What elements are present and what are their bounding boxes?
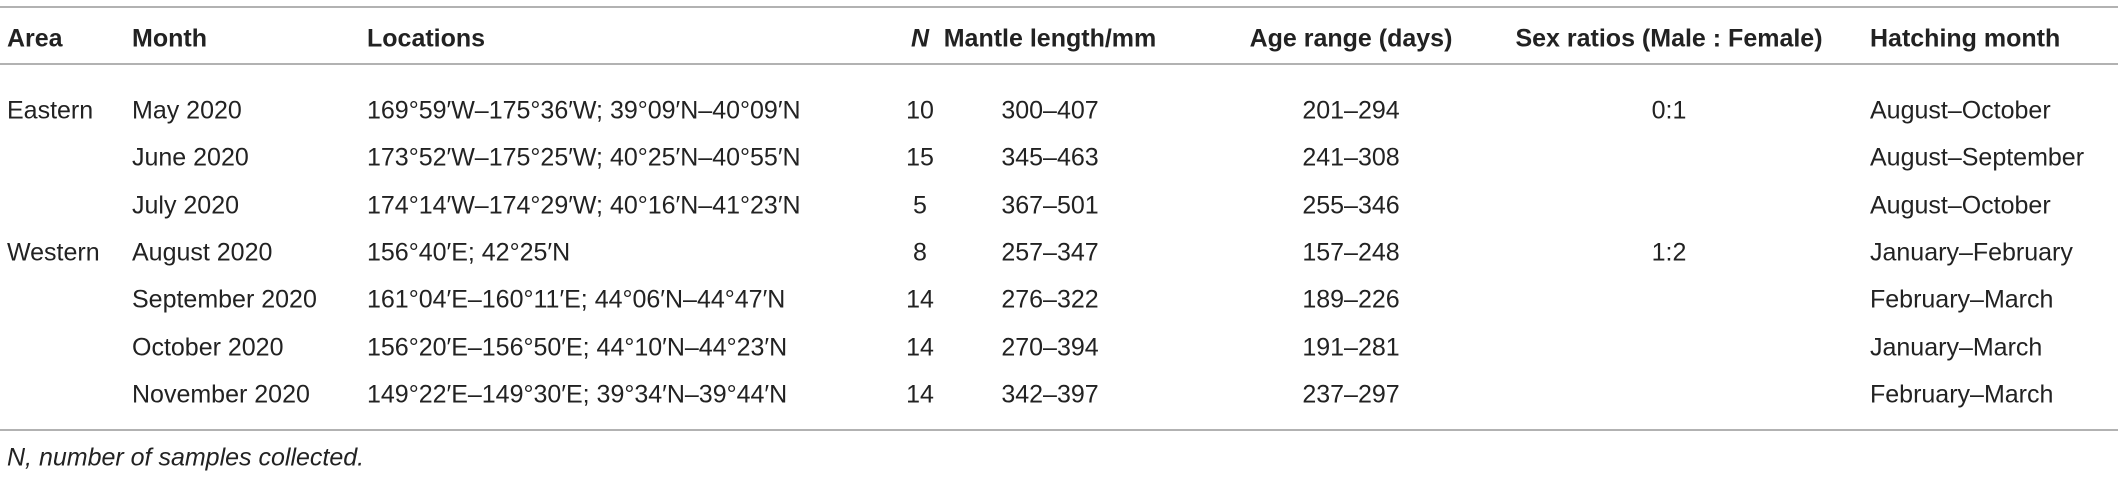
n-cell: 14 — [906, 286, 934, 314]
age-range-cell: 241–308 — [1302, 144, 1399, 172]
n-cell: 8 — [913, 239, 927, 267]
mantle-length-cell: 345–463 — [1001, 144, 1098, 172]
header-cell: Month — [132, 25, 207, 53]
header-cell: Hatching month — [1870, 25, 2060, 53]
month-cell: November 2020 — [132, 381, 310, 409]
sex-ratio-cell: 0:1 — [1652, 97, 1687, 125]
month-cell: June 2020 — [132, 144, 249, 172]
sex-ratio-cell: 1:2 — [1652, 239, 1687, 267]
age-range-cell: 255–346 — [1302, 192, 1399, 220]
month-cell: September 2020 — [132, 286, 317, 314]
mantle-length-cell: 276–322 — [1001, 286, 1098, 314]
hatching-month-cell: January–February — [1870, 239, 2073, 267]
age-range-cell: 237–297 — [1302, 381, 1399, 409]
locations-cell: 156°20′E–156°50′E; 44°10′N–44°23′N — [367, 334, 787, 362]
hatching-month-cell: August–September — [1870, 144, 2084, 172]
hatching-month-cell: August–October — [1870, 192, 2051, 220]
month-cell: July 2020 — [132, 192, 239, 220]
mantle-length-cell: 257–347 — [1001, 239, 1098, 267]
hatching-month-cell: January–March — [1870, 334, 2042, 362]
header-cell: Sex ratios (Male : Female) — [1515, 25, 1822, 53]
area-cell: Eastern — [7, 97, 93, 125]
age-range-cell: 189–226 — [1302, 286, 1399, 314]
month-cell: August 2020 — [132, 239, 272, 267]
month-cell: May 2020 — [132, 97, 242, 125]
header-cell: Mantle length/mm — [944, 25, 1157, 53]
age-range-cell: 201–294 — [1302, 97, 1399, 125]
n-cell: 15 — [906, 144, 934, 172]
locations-cell: 161°04′E–160°11′E; 44°06′N–44°47′N — [367, 286, 785, 314]
mantle-length-cell: 300–407 — [1001, 97, 1098, 125]
age-range-cell: 157–248 — [1302, 239, 1399, 267]
locations-cell: 156°40′E; 42°25′N — [367, 239, 570, 267]
n-cell: 14 — [906, 334, 934, 362]
locations-cell: 173°52′W–175°25′W; 40°25′N–40°55′N — [367, 144, 801, 172]
locations-cell: 149°22′E–149°30′E; 39°34′N–39°44′N — [367, 381, 787, 409]
header-cell: N — [911, 25, 930, 53]
header-cell: Locations — [367, 25, 485, 53]
n-cell: 14 — [906, 381, 934, 409]
header-cell: Area — [7, 25, 64, 53]
age-range-cell: 191–281 — [1302, 334, 1399, 362]
hatching-month-cell: August–October — [1870, 97, 2051, 125]
n-cell: 10 — [906, 97, 934, 125]
footnote: N, number of samples collected. — [7, 444, 364, 472]
mantle-length-cell: 342–397 — [1001, 381, 1098, 409]
area-cell: Western — [7, 239, 100, 267]
locations-cell: 174°14′W–174°29′W; 40°16′N–41°23′N — [367, 192, 801, 220]
mantle-length-cell: 367–501 — [1001, 192, 1098, 220]
mantle-length-cell: 270–394 — [1001, 334, 1098, 362]
month-cell: October 2020 — [132, 334, 284, 362]
locations-cell: 169°59′W–175°36′W; 39°09′N–40°09′N — [367, 97, 801, 125]
header-cell: Age range (days) — [1250, 25, 1453, 53]
n-cell: 5 — [913, 192, 927, 220]
hatching-month-cell: February–March — [1870, 381, 2053, 409]
hatching-month-cell: February–March — [1870, 286, 2053, 314]
